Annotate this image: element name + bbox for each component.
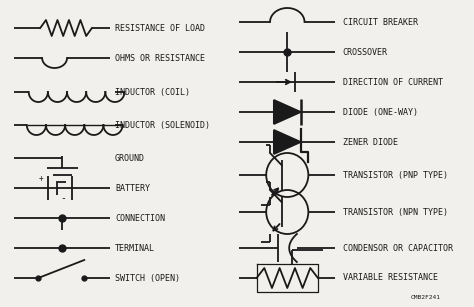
Text: CMB2F241: CMB2F241	[410, 295, 440, 300]
Text: CROSSOVER: CROSSOVER	[343, 48, 388, 56]
Text: CIRCUIT BREAKER: CIRCUIT BREAKER	[343, 17, 418, 26]
Text: DIRECTION OF CURRENT: DIRECTION OF CURRENT	[343, 77, 443, 87]
Text: OHMS OR RESISTANCE: OHMS OR RESISTANCE	[115, 53, 205, 63]
Text: TRANSISTOR (PNP TYPE): TRANSISTOR (PNP TYPE)	[343, 170, 448, 180]
Text: CONDENSOR OR CAPACITOR: CONDENSOR OR CAPACITOR	[343, 243, 453, 252]
Polygon shape	[274, 130, 301, 154]
Text: CONNECTION: CONNECTION	[115, 213, 165, 223]
Text: ZENER DIODE: ZENER DIODE	[343, 138, 398, 146]
Text: -: -	[60, 193, 66, 203]
Text: SWITCH (OPEN): SWITCH (OPEN)	[115, 274, 180, 282]
Text: INDUCTOR (COIL): INDUCTOR (COIL)	[115, 87, 190, 96]
Polygon shape	[274, 100, 301, 124]
Text: RESISTANCE OF LOAD: RESISTANCE OF LOAD	[115, 24, 205, 33]
Text: VARIABLE RESISTANCE: VARIABLE RESISTANCE	[343, 274, 438, 282]
Text: TERMINAL: TERMINAL	[115, 243, 155, 252]
Text: GROUND: GROUND	[115, 154, 145, 162]
Text: INDUCTOR (SOLENOID): INDUCTOR (SOLENOID)	[115, 121, 210, 130]
Text: BATTERY: BATTERY	[115, 184, 150, 192]
Text: TRANSISTOR (NPN TYPE): TRANSISTOR (NPN TYPE)	[343, 208, 448, 216]
Text: DIODE (ONE-WAY): DIODE (ONE-WAY)	[343, 107, 418, 116]
Text: +: +	[39, 174, 44, 183]
